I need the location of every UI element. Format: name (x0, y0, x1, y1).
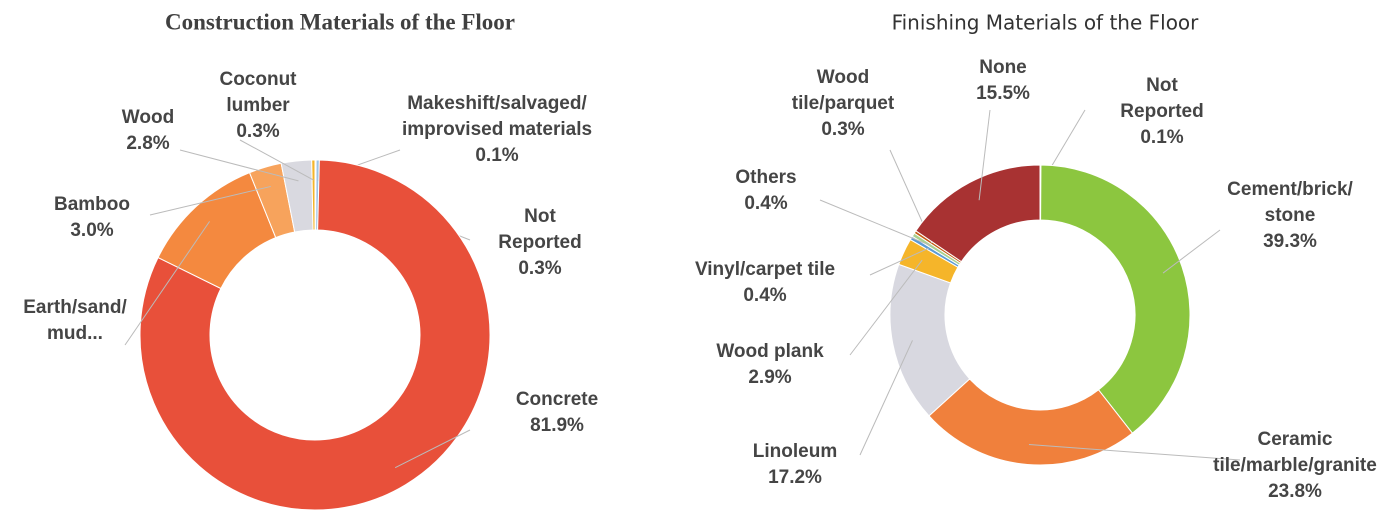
label-line: Ceramic (1258, 429, 1333, 450)
label-line: Bamboo (54, 194, 130, 215)
data-label: Makeshift/salvaged/improvised materials 0… (402, 93, 592, 166)
label-line: tile/parquet (792, 93, 895, 114)
label-line: Wood (122, 107, 174, 128)
label-line: None (979, 57, 1027, 78)
label-line: Vinyl/carpet tile (695, 259, 835, 280)
label-line: mud... (47, 323, 103, 344)
label-line: Concrete (516, 389, 598, 410)
leader-line (1162, 229, 1221, 274)
leader-line (239, 139, 314, 181)
data-label: Wood 2.8% (122, 107, 174, 154)
leader-line (124, 221, 211, 346)
data-label: Concrete 81.9% (516, 389, 598, 436)
data-label: Ceramic tile/marble/granite 23.8% (1213, 429, 1377, 502)
data-label: None 15.5% (976, 57, 1030, 104)
data-label: Wood tile/parquet 0.3% (792, 67, 895, 140)
data-label: Wood plank 2.9% (716, 341, 824, 388)
value-label: 0.3% (236, 121, 279, 142)
label-line: Earth/sand/ (23, 297, 127, 318)
data-label: Earth/sand/mud... (23, 297, 127, 344)
value-label: 39.3% (1263, 231, 1317, 252)
data-label: Bamboo 3.0% (54, 194, 130, 241)
label-line: Reported (498, 232, 581, 253)
value-label: 23.8% (1268, 481, 1322, 502)
value-label: 15.5% (976, 83, 1030, 104)
data-label: Coconut lumber 0.3% (219, 69, 297, 142)
leader-line (819, 199, 931, 246)
label-line: tile/marble/granite (1213, 455, 1377, 476)
label-line: Coconut (219, 69, 297, 90)
leader-line (149, 185, 271, 216)
value-label: 2.9% (748, 367, 791, 388)
donut-hole (212, 232, 418, 438)
label-line: Cement/brick/ (1227, 179, 1353, 200)
label-line: improvised materials (402, 119, 592, 140)
data-label: Vinyl/carpet tile 0.4% (695, 259, 835, 306)
label-line: Not (1146, 75, 1178, 96)
donut-slice (915, 164, 1041, 263)
value-label: 0.3% (518, 258, 561, 279)
donut-slice (311, 159, 316, 231)
donut-slice (1040, 164, 1191, 434)
value-label: 0.4% (744, 193, 787, 214)
value-label: 0.1% (475, 145, 518, 166)
leader-line (869, 247, 929, 276)
value-label: 0.1% (1140, 127, 1183, 148)
leader-line (179, 149, 299, 182)
data-label: Cement/brick/stone 39.3% (1227, 179, 1353, 252)
data-label: Not Reported 0.3% (498, 206, 581, 279)
value-label: 0.3% (821, 119, 864, 140)
label-line: Not (524, 206, 556, 227)
leader-line (849, 259, 923, 356)
label-line: Linoleum (753, 441, 837, 462)
donut-slice (928, 378, 1134, 466)
label-line: Reported (1120, 101, 1203, 122)
data-label: Not Reported 0.1% (1120, 75, 1203, 148)
value-label: 0.4% (743, 285, 786, 306)
value-label: 2.8% (126, 133, 169, 154)
leader-line (859, 340, 913, 456)
donut-hole (947, 222, 1133, 408)
label-line: Wood plank (716, 341, 824, 362)
label-line: stone (1265, 205, 1316, 226)
chart-title: Finishing Materials of the Floor (892, 11, 1200, 35)
label-line: Makeshift/salvaged/ (407, 93, 587, 114)
value-label: 81.9% (530, 415, 584, 436)
leader-line (394, 429, 471, 469)
leader-line (1028, 444, 1241, 461)
label-line: Wood (817, 67, 869, 88)
label-line: Others (735, 167, 796, 188)
value-label: 3.0% (70, 220, 113, 241)
data-label: Others 0.4% (735, 167, 796, 214)
label-line: lumber (226, 95, 290, 116)
value-label: 17.2% (768, 467, 822, 488)
data-label: Linoleum 17.2% (753, 441, 837, 488)
donut-slice (139, 159, 491, 511)
chart-title: Construction Materials of the Floor (165, 9, 515, 34)
leader-line (978, 109, 991, 201)
